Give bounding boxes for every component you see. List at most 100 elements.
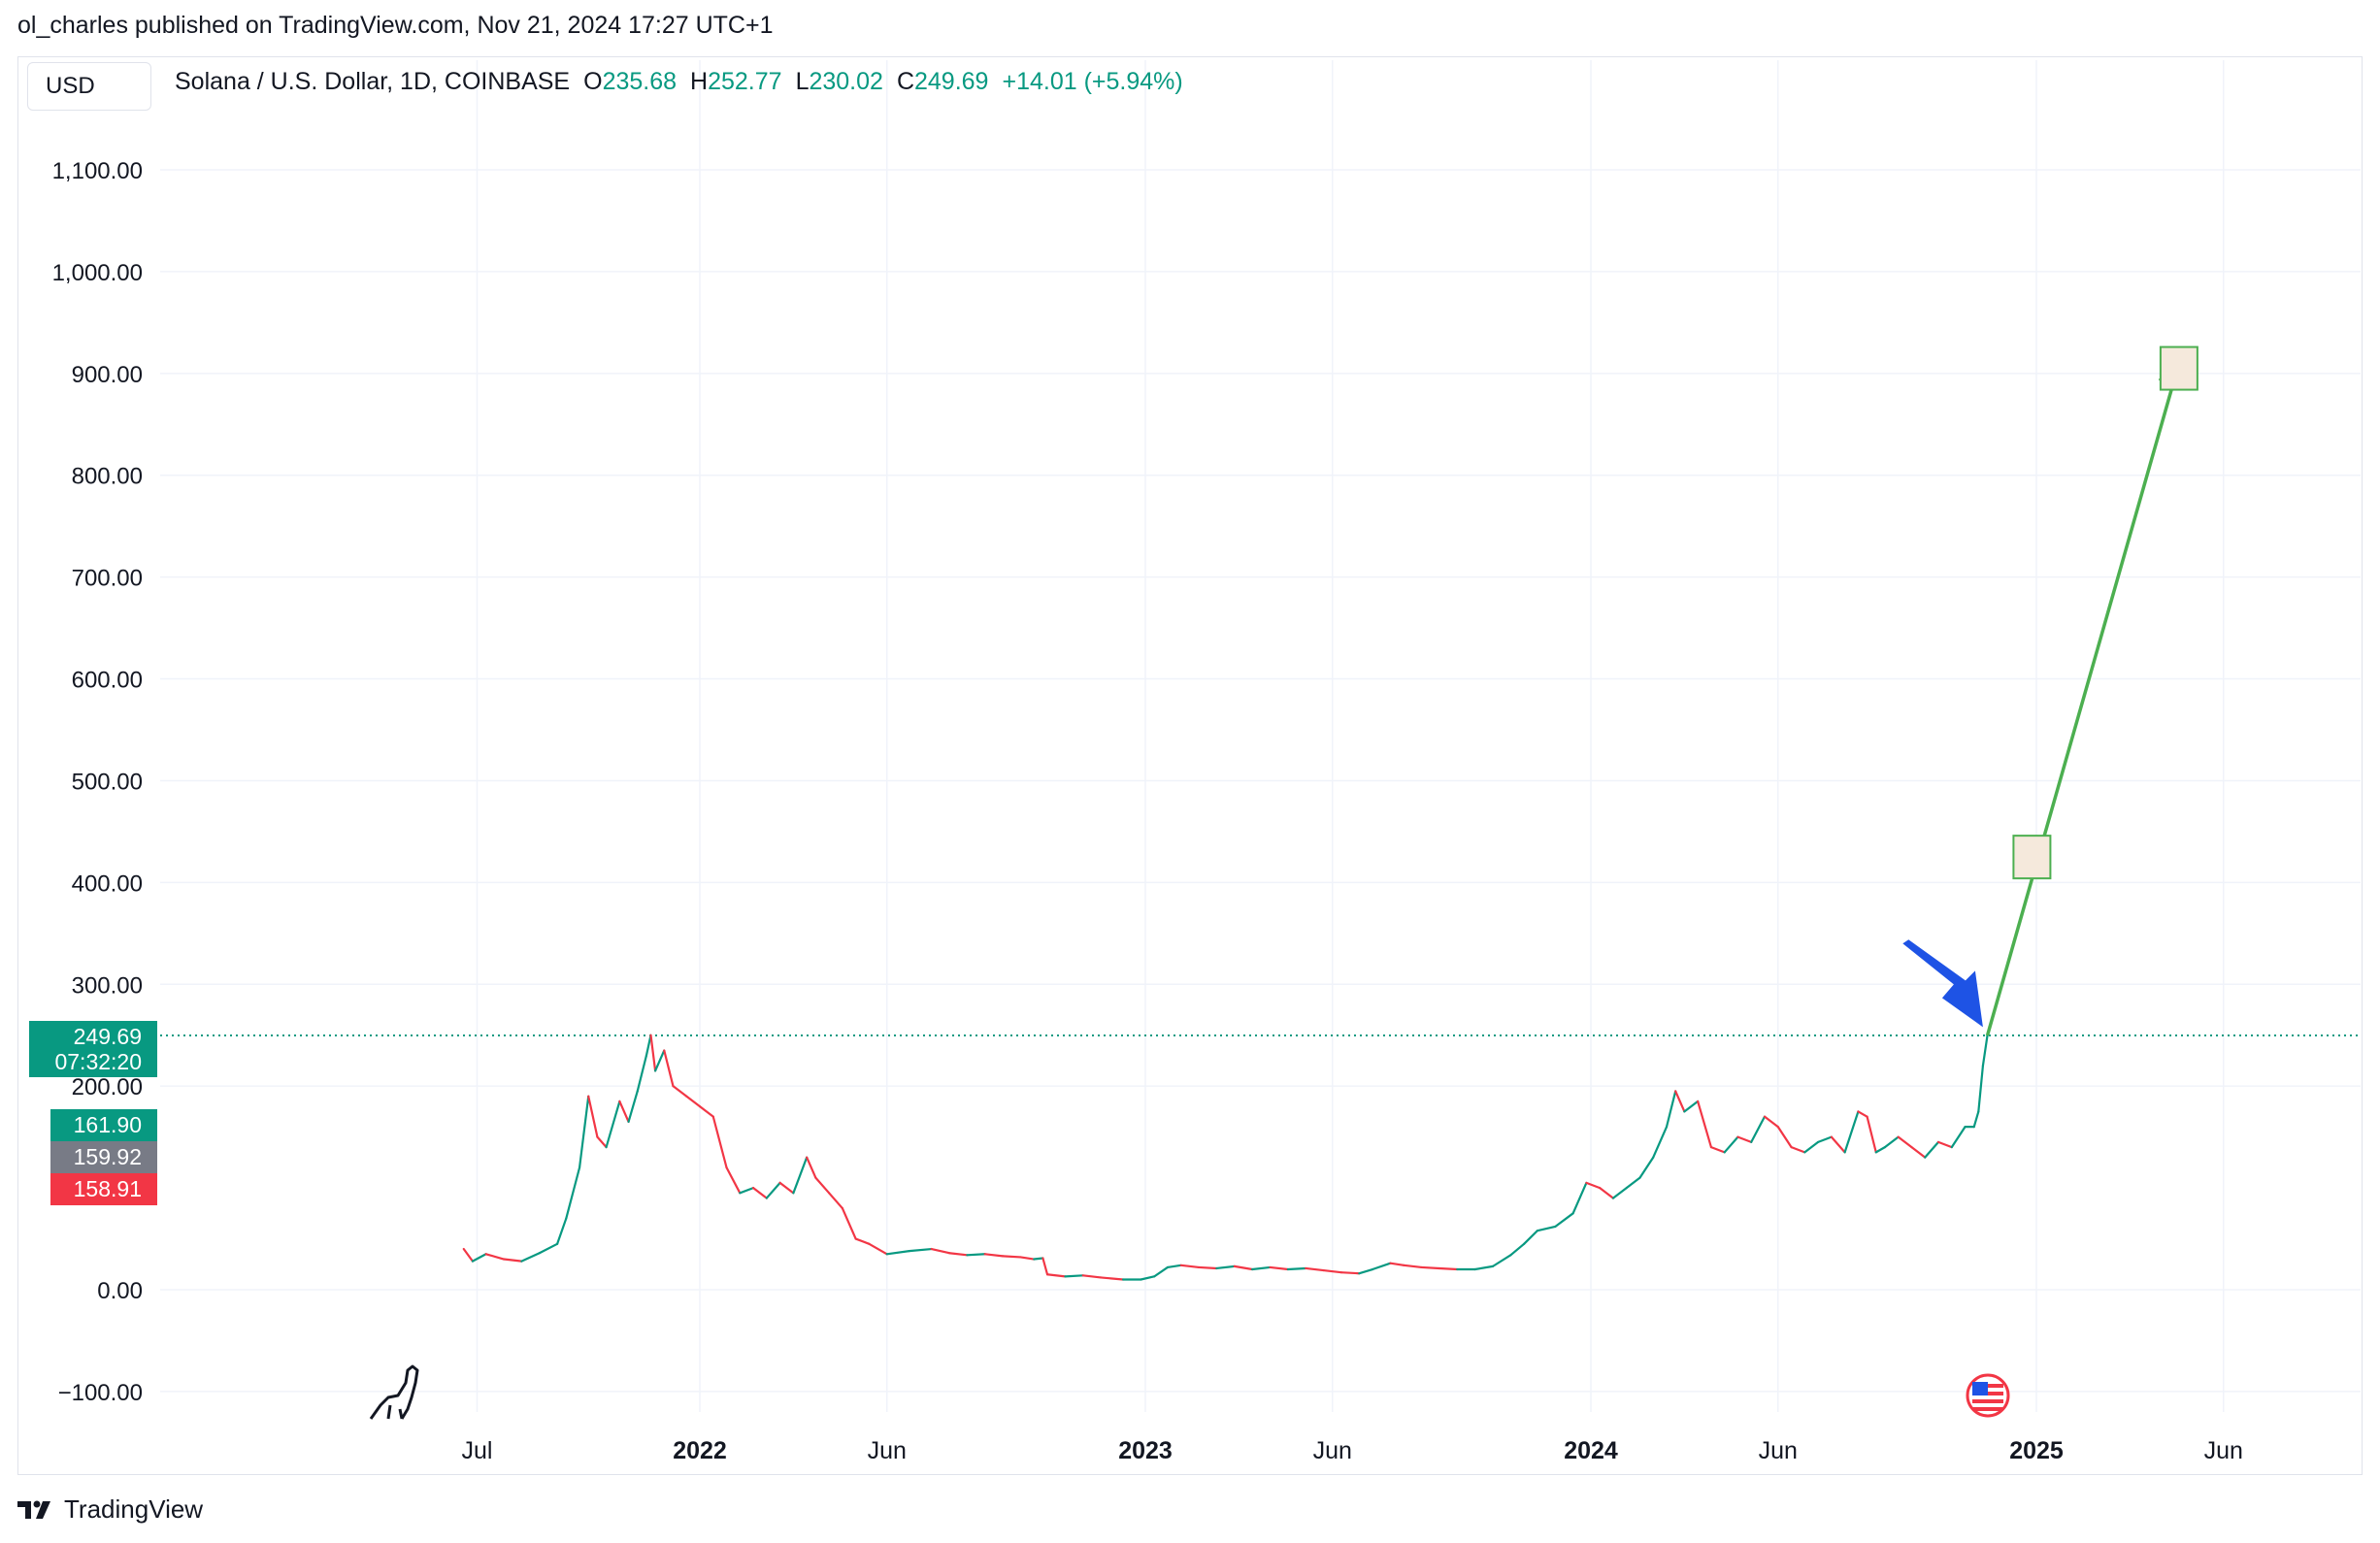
price-segment: [1403, 1264, 1423, 1269]
price-segment: [828, 1192, 843, 1210]
price-segment: [1697, 1100, 1713, 1149]
price-segment: [908, 1247, 933, 1253]
price-segment: [1776, 1126, 1793, 1149]
y-tick-label: 900.00: [72, 362, 143, 388]
legend-open-label: O: [583, 68, 603, 95]
tradingview-brand: TradingView: [64, 1494, 204, 1524]
price-segment: [1523, 1230, 1539, 1245]
y-tick-label: 300.00: [72, 972, 143, 999]
price-segment: [1936, 1140, 1953, 1149]
chart-frame: [17, 56, 2363, 1475]
x-tick-label: Jun: [2204, 1437, 2243, 1464]
legend-low-value: 230.02: [809, 68, 883, 95]
price-segment: [1358, 1267, 1374, 1275]
price-segment: [565, 1166, 581, 1220]
price-segment: [1033, 1257, 1044, 1261]
price-segment: [1019, 1256, 1036, 1261]
price-segment: [1857, 1110, 1868, 1118]
price-segment: [627, 1090, 639, 1124]
price-segment: [751, 1186, 768, 1199]
price-segment: [538, 1242, 559, 1255]
price-segment: [685, 1095, 702, 1108]
bid-price-badge: 158.91: [50, 1173, 157, 1205]
ask-price-badge: 161.90: [50, 1109, 157, 1141]
price-segment: [471, 1253, 487, 1263]
legend-high-label: H: [690, 68, 709, 95]
legend-symbol[interactable]: Solana / U.S. Dollar, 1D, COINBASE: [175, 68, 571, 95]
price-segment: [854, 1237, 871, 1245]
price-segment: [841, 1206, 857, 1240]
price-segment: [653, 1049, 666, 1072]
x-tick-label: Jul: [462, 1437, 493, 1464]
price-segment: [1972, 1110, 1980, 1129]
price-segment: [556, 1217, 568, 1245]
price-segment: [1509, 1242, 1526, 1257]
price-segment: [1473, 1264, 1495, 1271]
price-segment: [765, 1181, 781, 1199]
currency-button[interactable]: USD: [27, 62, 151, 111]
tradingview-logo-icon: [17, 1500, 50, 1519]
price-segment: [711, 1115, 728, 1169]
price-segment: [885, 1250, 910, 1256]
price-segment: [1536, 1225, 1557, 1232]
x-tick-label: Jun: [1759, 1437, 1798, 1464]
us-flag-event-icon[interactable]: [1966, 1373, 2010, 1418]
price-segment: [868, 1242, 888, 1256]
x-tick-label: 2025: [2009, 1437, 2064, 1464]
price-segment: [1571, 1181, 1588, 1215]
x-tick-label: Jun: [1313, 1437, 1352, 1464]
x-tick-label: 2022: [673, 1437, 727, 1464]
target-box: [2012, 835, 2052, 880]
x-tick-label: 2024: [1564, 1437, 1618, 1464]
price-segment: [636, 1054, 648, 1093]
y-tick-label: 200.00: [72, 1074, 143, 1100]
price-segment: [1950, 1126, 1967, 1149]
projection-line: [1985, 362, 2181, 1036]
price-segment: [1491, 1254, 1512, 1267]
price-segment: [806, 1156, 817, 1179]
legend-high-value: 252.77: [708, 68, 782, 95]
price-segment: [1286, 1266, 1307, 1271]
price-segment: [1977, 1065, 1985, 1113]
price-segment: [1652, 1126, 1669, 1159]
price-segment: [1305, 1266, 1325, 1272]
price-segment: [462, 1247, 475, 1263]
price-segment: [1554, 1212, 1574, 1229]
dinosaur-icon: [369, 1364, 419, 1420]
chart-legend: Solana / U.S. Dollar, 1D, COINBASE O235.6…: [175, 68, 1183, 96]
price-segment: [1883, 1135, 1900, 1149]
marker-arrow: [1902, 939, 1983, 1028]
x-tick-label: Jun: [868, 1437, 907, 1464]
price-segment: [578, 1095, 590, 1169]
price-segment: [596, 1135, 608, 1149]
y-tick-label: −100.00: [58, 1380, 143, 1406]
price-segment: [672, 1085, 688, 1098]
tradingview-logo[interactable]: TradingView: [17, 1494, 203, 1525]
price-segment: [1924, 1140, 1940, 1159]
price-segment: [649, 1034, 657, 1072]
price-segment: [1790, 1146, 1806, 1154]
price-segment: [1803, 1140, 1820, 1154]
price-segment: [778, 1181, 795, 1195]
price-segment: [1736, 1135, 1753, 1143]
price-segment: [1197, 1265, 1218, 1270]
price-segment: [1683, 1100, 1700, 1113]
price-segment: [1045, 1273, 1067, 1278]
price-segment: [1420, 1265, 1441, 1270]
price-segment: [1611, 1186, 1628, 1199]
y-tick-label: 500.00: [72, 769, 143, 795]
price-segment: [1674, 1090, 1686, 1113]
y-tick-label: 800.00: [72, 464, 143, 490]
price-segment: [587, 1095, 599, 1138]
mid-price-badge: 159.92: [50, 1141, 157, 1173]
legend-open-value: 235.68: [602, 68, 678, 95]
price-segment: [947, 1252, 969, 1257]
price-segment: [520, 1252, 541, 1263]
price-segment: [792, 1156, 809, 1195]
price-segment: [1041, 1257, 1049, 1276]
legend-low-label: L: [795, 68, 810, 95]
price-segment: [1709, 1146, 1726, 1154]
price-segment: [1438, 1266, 1459, 1271]
price-segment: [1843, 1110, 1860, 1154]
